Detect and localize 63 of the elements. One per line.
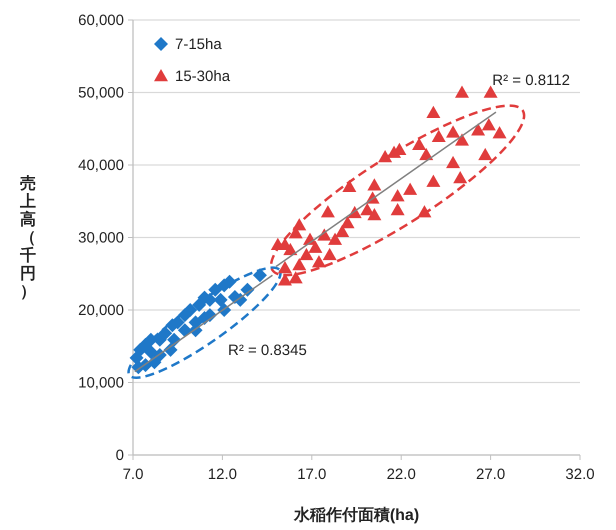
point [446, 156, 460, 168]
point [419, 148, 434, 160]
point [403, 182, 418, 195]
x-tick-label: 22.0 [386, 466, 416, 483]
point [378, 150, 392, 162]
point [390, 189, 405, 202]
point [492, 126, 507, 138]
point [367, 178, 382, 191]
point [412, 138, 426, 150]
x-tick-label: 7.0 [122, 466, 144, 483]
x-tick-label: 17.0 [297, 466, 326, 483]
point [183, 303, 198, 317]
x-tick-label: 27.0 [476, 466, 506, 483]
point [335, 224, 350, 237]
point [426, 174, 440, 187]
x-axis-title: 水稲作付面積(ha) [292, 506, 420, 524]
y-tick-label: 30,000 [78, 230, 124, 246]
point [367, 208, 382, 220]
point [322, 248, 337, 260]
y-tick-label: 40,000 [78, 157, 124, 174]
point [426, 106, 440, 118]
point [208, 282, 222, 297]
point [278, 273, 292, 286]
y-tick-label: 0 [116, 447, 124, 464]
point [158, 326, 172, 340]
y-tick-label: 20,000 [78, 302, 124, 319]
y-tick-label: 10,000 [78, 374, 124, 392]
point [308, 240, 322, 253]
point [390, 202, 405, 216]
point [484, 86, 498, 98]
y-tick-label: 60,000 [78, 12, 124, 29]
y-axis-title: 売上高（千円） [19, 174, 36, 300]
point [454, 86, 469, 98]
point [432, 130, 446, 142]
point [387, 146, 402, 158]
annotation: R² = 0.8112 [492, 72, 570, 89]
point [214, 292, 228, 307]
point [320, 205, 335, 218]
point [342, 180, 356, 192]
point [252, 268, 267, 282]
legend-label: 7-15ha [175, 36, 222, 53]
point [454, 133, 469, 146]
point [288, 271, 303, 284]
x-tick-label: 32.0 [565, 466, 595, 483]
point [299, 248, 314, 260]
point [482, 118, 496, 130]
x-tick-label: 12.0 [208, 466, 237, 483]
legend-label: 15-30ha [175, 68, 231, 85]
point [453, 171, 468, 184]
point [278, 260, 292, 274]
point [192, 298, 206, 312]
point [478, 148, 492, 160]
point [312, 255, 326, 268]
annotation: R² = 0.8345 [228, 342, 307, 359]
point [283, 242, 298, 256]
point [471, 123, 486, 136]
y-tick-label: 50,000 [78, 84, 124, 102]
point [144, 345, 158, 360]
point [328, 232, 342, 245]
point [292, 258, 306, 270]
point [446, 125, 460, 138]
point [417, 205, 432, 218]
point [340, 216, 355, 228]
